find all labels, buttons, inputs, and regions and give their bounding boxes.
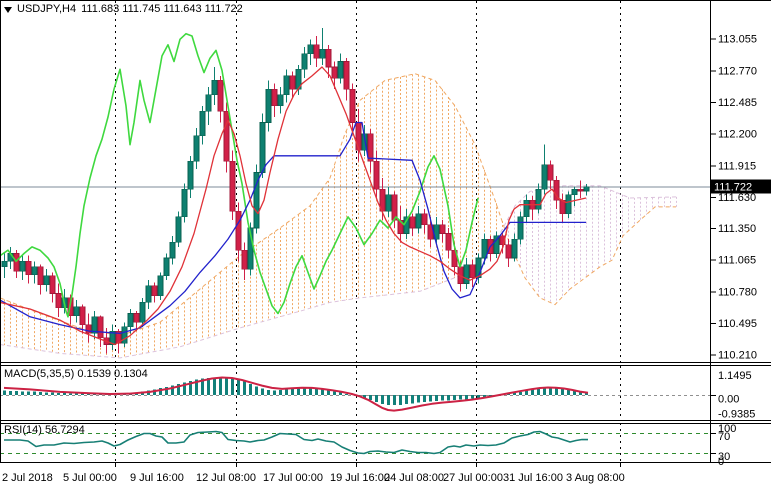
svg-text:111.350: 111.350 — [718, 223, 756, 235]
candles — [1, 28, 590, 354]
chart-header: USDJPY,H4 111.683 111.745 111.643 111.72… — [4, 3, 243, 16]
svg-text:110.780: 110.780 — [718, 286, 757, 298]
svg-text:112.770: 112.770 — [718, 65, 757, 77]
ichimoku-cloud — [0, 73, 677, 359]
rsi-indicator-label: RSI(14) 56.7294 — [4, 424, 85, 436]
kijun-sen-line — [0, 121, 586, 335]
svg-text:9 Jul 16:00: 9 Jul 16:00 — [130, 472, 184, 484]
svg-text:1.1495: 1.1495 — [718, 370, 752, 382]
rsi-panel — [0, 430, 710, 455]
svg-text:112.200: 112.200 — [718, 129, 757, 141]
svg-text:111.722: 111.722 — [714, 182, 752, 194]
svg-text:111.915: 111.915 — [718, 160, 756, 172]
svg-text:19 Jul 16:00: 19 Jul 16:00 — [330, 472, 390, 484]
svg-text:30: 30 — [718, 451, 730, 463]
macd-signal-line — [3, 376, 589, 412]
macd-axis: 1.1495 0.00 -0.9385 — [711, 370, 755, 421]
current-price-tag: 111.722 — [711, 179, 771, 194]
svg-text:24 Jul 08:00: 24 Jul 08:00 — [384, 472, 444, 484]
grid-lines — [115, 1, 621, 462]
svg-text:12 Jul 08:00: 12 Jul 08:00 — [196, 472, 256, 484]
svg-text:5 Jul 00:00: 5 Jul 00:00 — [63, 472, 117, 484]
svg-text:70: 70 — [718, 431, 730, 443]
svg-text:3 Aug 08:00: 3 Aug 08:00 — [566, 472, 625, 484]
svg-text:113.055: 113.055 — [718, 34, 757, 46]
symbol-label: USDJPY,H4 — [17, 3, 77, 15]
svg-text:17 Jul 00:00: 17 Jul 00:00 — [263, 472, 323, 484]
svg-text:2 Jul 2018: 2 Jul 2018 — [2, 472, 53, 484]
time-axis: 2 Jul 2018 5 Jul 00:00 9 Jul 16:00 12 Jul 0… — [2, 463, 625, 484]
panel-borders — [0, 0, 771, 463]
svg-text:27 Jul 00:00: 27 Jul 00:00 — [443, 472, 503, 484]
svg-text:112.485: 112.485 — [718, 97, 757, 109]
svg-text:110.495: 110.495 — [718, 318, 757, 330]
svg-text:100: 100 — [718, 423, 736, 435]
svg-text:0.00: 0.00 — [718, 394, 739, 406]
svg-text:111.630: 111.630 — [718, 192, 756, 204]
svg-text:111.065: 111.065 — [718, 255, 756, 267]
bar-ohlc-values: 111.683 111.745 111.643 111.722 — [81, 3, 243, 15]
macd-indicator-label: MACD(5,35,5) 0.1539 0.1304 — [4, 368, 148, 380]
svg-text:110.210: 110.210 — [718, 350, 757, 362]
svg-text:-0.9385: -0.9385 — [718, 409, 755, 421]
tenkan-sen-line — [0, 66, 587, 346]
svg-text:0: 0 — [718, 456, 724, 468]
macd-panel — [0, 376, 710, 412]
price-axis: 113.055 112.770 112.485 112.200 111.915 111.6… — [711, 34, 771, 362]
rsi-line — [4, 430, 589, 455]
ichimoku-lines — [0, 32, 587, 346]
symbol-dropdown-icon — [4, 6, 12, 13]
svg-text:31 Jul 16:00: 31 Jul 16:00 — [503, 472, 563, 484]
